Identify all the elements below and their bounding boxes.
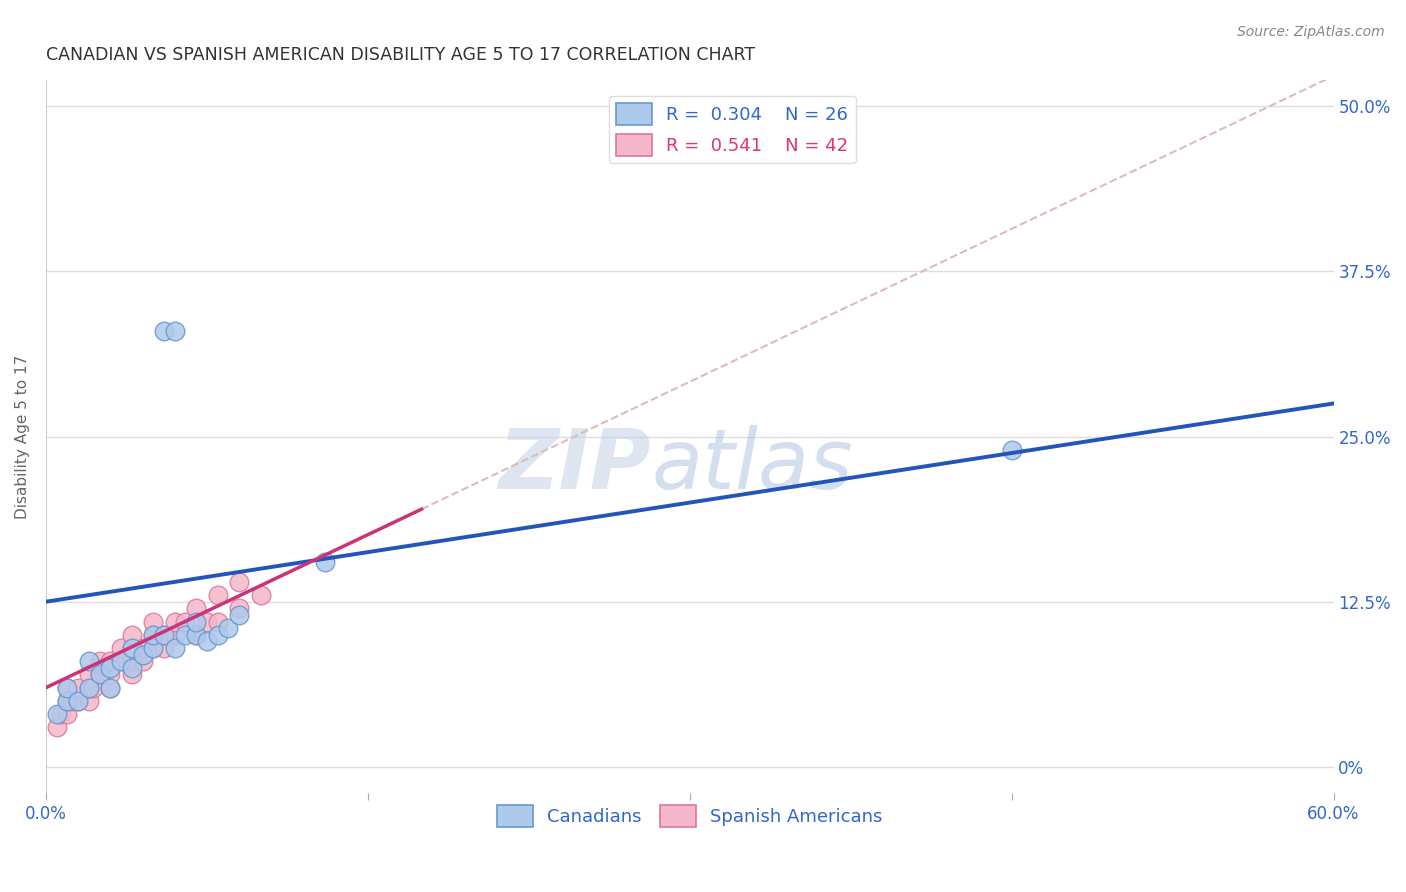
Point (110, 640, 132, 655)
Point (228, 601, 250, 615)
Point (207, 615, 229, 629)
Point (77, 694, 100, 708)
Point (82, 681, 104, 695)
Point (93, 667, 115, 681)
Point (228, 607, 250, 622)
Point (45, 707, 67, 722)
Point (60, 694, 83, 708)
Point (110, 654, 132, 668)
Point (56, 707, 79, 722)
Point (207, 628, 229, 642)
Point (89, 667, 111, 681)
Point (98, 654, 121, 668)
Point (142, 615, 165, 629)
Point (195, 634, 218, 648)
Point (174, 615, 197, 629)
Text: atlas: atlas (651, 425, 853, 506)
Point (77, 681, 100, 695)
Text: CANADIAN VS SPANISH AMERICAN DISABILITY AGE 5 TO 17 CORRELATION CHART: CANADIAN VS SPANISH AMERICAN DISABILITY … (46, 46, 755, 64)
Point (67, 694, 90, 708)
Point (45, 720, 67, 734)
Point (131, 654, 153, 668)
Point (207, 588, 229, 602)
Y-axis label: Disability Age 5 to 17: Disability Age 5 to 17 (15, 354, 30, 518)
Point (186, 615, 208, 629)
Point (131, 640, 153, 655)
Point (186, 601, 208, 615)
Text: Source: ZipAtlas.com: Source: ZipAtlas.com (1237, 25, 1385, 39)
Point (153, 324, 176, 338)
Point (121, 628, 143, 642)
Point (56, 694, 79, 708)
Text: ZIP: ZIP (499, 425, 651, 506)
Point (77, 667, 100, 681)
Point (49, 707, 72, 722)
Point (121, 661, 143, 675)
Point (163, 324, 186, 338)
Point (163, 615, 186, 629)
Point (249, 588, 271, 602)
Point (1001, 442, 1024, 457)
Point (186, 628, 208, 642)
Point (217, 621, 239, 635)
Point (67, 681, 90, 695)
Point (56, 681, 79, 695)
Point (142, 640, 165, 655)
Point (142, 628, 165, 642)
Legend: Canadians, Spanish Americans: Canadians, Spanish Americans (489, 797, 890, 834)
Point (110, 654, 132, 668)
Point (163, 640, 186, 655)
Point (98, 661, 121, 675)
Point (56, 681, 79, 695)
Point (77, 681, 100, 695)
Point (174, 628, 197, 642)
Point (195, 615, 218, 629)
Point (131, 648, 153, 662)
Point (121, 667, 143, 681)
Point (56, 694, 79, 708)
Point (98, 667, 121, 681)
Point (121, 654, 143, 668)
Point (98, 681, 121, 695)
Point (98, 681, 121, 695)
Point (142, 628, 165, 642)
Point (153, 628, 176, 642)
Point (186, 628, 208, 642)
Point (228, 574, 250, 589)
Point (67, 694, 90, 708)
Point (89, 667, 111, 681)
Point (314, 555, 336, 569)
Point (77, 654, 100, 668)
Point (89, 654, 111, 668)
Point (153, 628, 176, 642)
Point (121, 640, 143, 655)
Point (153, 640, 176, 655)
Point (121, 640, 143, 655)
Point (163, 628, 186, 642)
Point (142, 640, 165, 655)
